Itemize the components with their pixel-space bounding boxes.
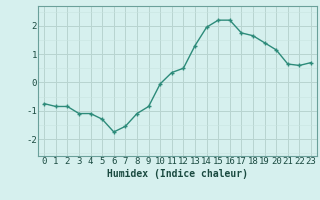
X-axis label: Humidex (Indice chaleur): Humidex (Indice chaleur) [107, 169, 248, 179]
